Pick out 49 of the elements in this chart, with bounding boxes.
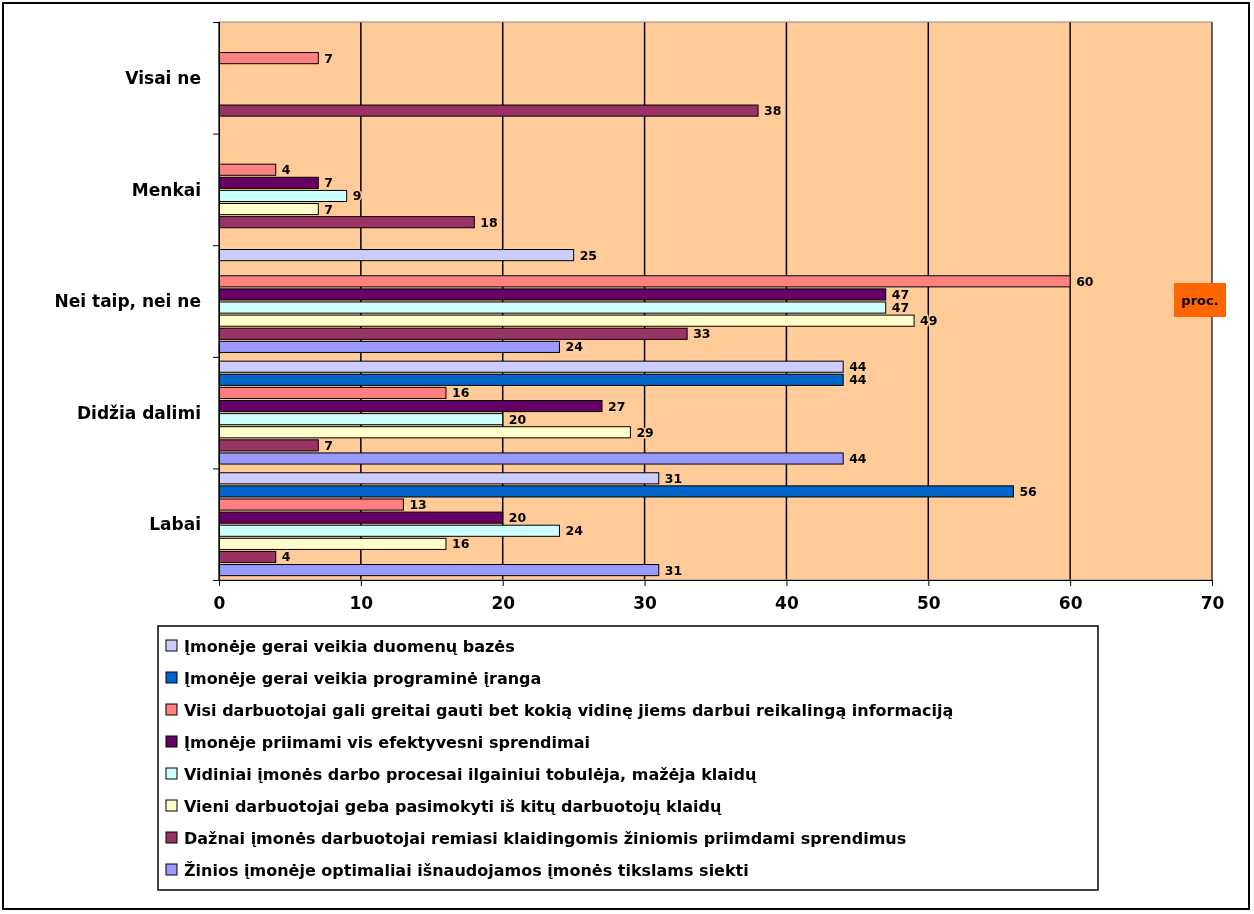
x-tick-label: 20 [491,593,516,614]
legend-label: Visi darbuotojai gali greitai gauti bet kokią vidinę jiems darbui reikalingą informaciją [184,700,954,720]
y-tick-label: Didžia dalimi [76,402,201,423]
data-label: 20 [508,411,527,427]
data-label: 60 [1076,273,1094,289]
data-label: 7 [324,201,333,217]
x-tick-label: 50 [916,593,941,614]
data-label: 16 [451,536,470,552]
x-tick-label: 30 [633,593,658,614]
x-tick-label: 40 [775,593,799,614]
data-label: 24 [565,339,584,355]
x-axis-title: proc. [1181,292,1219,308]
legend-label: Vieni darbuotojai geba pasimokyti iš kitų darbuotojų klaidų [184,796,722,816]
legend-label: Dažnai įmonės darbuotojai remiasi klaidingomis žiniomis priimdami sprendimus [184,828,907,848]
data-label: 7 [324,50,333,66]
data-label: 16 [451,385,470,401]
x-tick-label: 0 [213,593,226,614]
data-label: 31 [664,470,683,486]
data-label: 27 [608,398,626,414]
legend-label: Įmonėje gerai veikia duomenų bazės [184,636,515,656]
x-tick-label: 60 [1058,593,1083,614]
data-label: 25 [579,247,598,263]
data-label: 7 [324,437,333,453]
legend-label: Įmonėje gerai veikia programinė įranga [184,668,542,688]
data-label: 44 [849,372,867,388]
y-tick-label: Nei taip, nei ne [54,291,201,312]
data-label: 47 [891,300,910,316]
x-tick-label: 70 [1200,593,1225,614]
legend-label: Vidiniai įmonės darbo procesai ilgainiui tobulėja, mažėja klaidų [184,764,758,784]
data-label: 4 [281,162,291,178]
data-label: 24 [565,523,584,539]
data-label: 31 [664,562,683,578]
y-tick-label: Visai ne [125,67,201,88]
data-label: 18 [480,214,498,230]
data-label: 7 [324,175,333,191]
data-label: 38 [764,103,782,119]
y-tick-label: Labai [149,514,201,535]
data-label: 33 [693,326,711,342]
data-label: 44 [849,451,867,466]
data-label: 4 [281,549,291,565]
data-label: 56 [1019,483,1038,499]
x-tick-label: 10 [349,593,374,614]
data-label: 47 [891,286,910,302]
legend-label: Įmonėje priimami vis efektyvesni sprendimai [184,732,590,752]
data-label: 13 [409,497,427,513]
y-tick-label: Menkai [131,179,201,200]
legend-label: Žinios įmonėje optimaliai išnaudojamos įmonės tikslams siekti [184,860,749,880]
data-label: 44 [849,359,867,375]
data-label: 20 [508,510,527,526]
